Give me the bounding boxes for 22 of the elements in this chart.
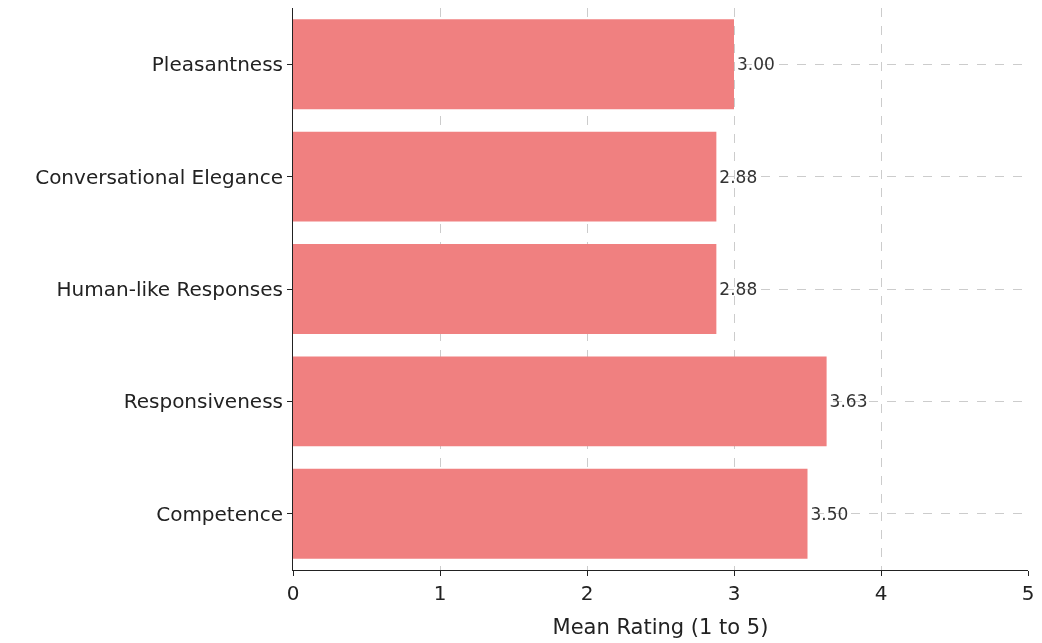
data-label: 2.88: [719, 166, 758, 187]
y-tick-label: Conversational Elegance: [35, 164, 283, 189]
y-tick-label: Competence: [156, 501, 283, 526]
bar: [293, 356, 827, 447]
data-label: 3.63: [829, 391, 868, 412]
y-tick-label: Pleasantness: [151, 52, 283, 77]
x-tick-label: 4: [874, 581, 888, 605]
bar: [293, 468, 808, 559]
bar: [293, 244, 717, 334]
y-tick-label: Human-like Responses: [56, 277, 283, 301]
x-tick-label: 2: [580, 581, 594, 605]
x-tick-label: 5: [1021, 581, 1035, 605]
bar: [293, 131, 717, 222]
data-label: 2.88: [719, 279, 758, 299]
bar: [293, 19, 734, 110]
data-label: 3.00: [737, 54, 775, 75]
x-tick-label: 3: [727, 581, 741, 605]
data-label: 3.50: [810, 503, 849, 524]
y-tick-label: Responsiveness: [123, 389, 283, 414]
x-tick-label: 1: [433, 581, 447, 605]
x-tick-label: 0: [286, 581, 300, 605]
x-axis-title: Mean Rating (1 to 5): [552, 615, 769, 640]
